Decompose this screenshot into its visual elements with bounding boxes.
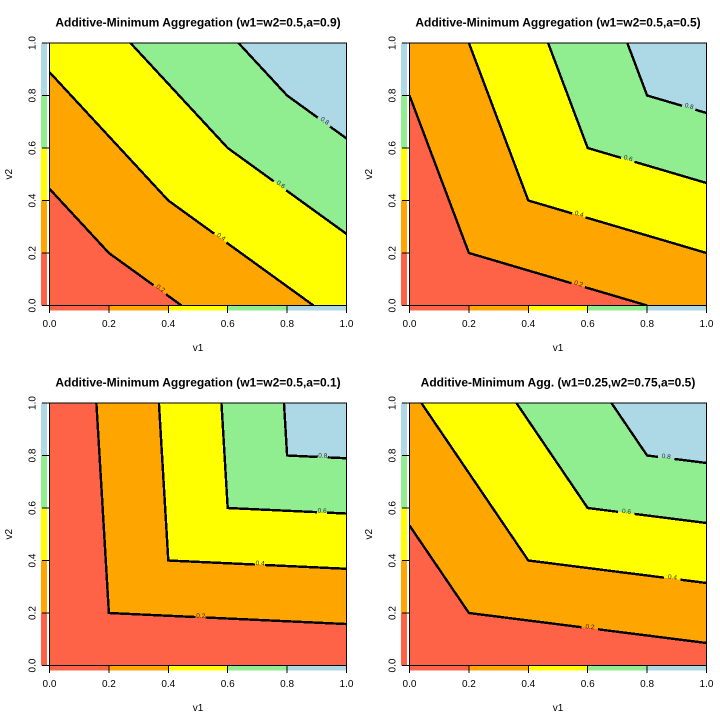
svg-text:0.4: 0.4 xyxy=(388,193,399,207)
svg-text:0.0: 0.0 xyxy=(388,298,399,312)
svg-text:v2: v2 xyxy=(364,528,375,539)
svg-text:0.6: 0.6 xyxy=(221,319,235,330)
svg-text:0.6: 0.6 xyxy=(581,679,595,690)
svg-text:v2: v2 xyxy=(4,168,15,179)
svg-text:0.4: 0.4 xyxy=(161,319,175,330)
svg-text:0.8: 0.8 xyxy=(640,319,654,330)
svg-text:0.2: 0.2 xyxy=(28,246,39,260)
svg-text:0.0: 0.0 xyxy=(403,679,417,690)
svg-text:0.6: 0.6 xyxy=(388,141,399,155)
svg-text:1.0: 1.0 xyxy=(700,679,714,690)
svg-text:1.0: 1.0 xyxy=(340,319,354,330)
svg-text:1.0: 1.0 xyxy=(28,36,39,50)
svg-text:1.0: 1.0 xyxy=(700,319,714,330)
svg-text:0.8: 0.8 xyxy=(280,319,294,330)
svg-text:0.0: 0.0 xyxy=(28,298,39,312)
svg-text:0.2: 0.2 xyxy=(155,283,167,294)
svg-text:v1: v1 xyxy=(553,703,564,714)
svg-text:0.8: 0.8 xyxy=(640,679,654,690)
svg-text:0.6: 0.6 xyxy=(388,501,399,515)
svg-text:0.8: 0.8 xyxy=(388,88,399,102)
svg-text:0.0: 0.0 xyxy=(28,658,39,672)
svg-text:0.4: 0.4 xyxy=(574,210,585,219)
svg-text:v2: v2 xyxy=(4,528,15,539)
svg-text:0.6: 0.6 xyxy=(275,180,287,191)
svg-text:0.2: 0.2 xyxy=(462,679,476,690)
svg-text:0.4: 0.4 xyxy=(521,319,535,330)
svg-text:0.0: 0.0 xyxy=(388,658,399,672)
svg-text:1.0: 1.0 xyxy=(340,679,354,690)
svg-text:0.6: 0.6 xyxy=(317,508,327,515)
svg-text:0.4: 0.4 xyxy=(255,560,265,567)
svg-text:0.4: 0.4 xyxy=(215,232,227,243)
svg-text:Additive-Minimum Aggregation (: Additive-Minimum Aggregation (w1=w2=0.5,… xyxy=(55,376,340,390)
svg-text:1.0: 1.0 xyxy=(388,36,399,50)
svg-text:v1: v1 xyxy=(193,703,204,714)
svg-text:Additive-Minimum Aggregation (: Additive-Minimum Aggregation (w1=w2=0.5,… xyxy=(415,16,700,30)
svg-text:0.2: 0.2 xyxy=(102,319,116,330)
svg-text:v1: v1 xyxy=(193,343,204,354)
svg-text:Additive-Minimum Agg. (w1=0.25: Additive-Minimum Agg. (w1=0.25,w2=0.75,a… xyxy=(421,376,696,390)
svg-text:0.8: 0.8 xyxy=(684,102,695,111)
svg-text:0.2: 0.2 xyxy=(573,280,584,289)
svg-text:0.0: 0.0 xyxy=(403,319,417,330)
svg-text:v2: v2 xyxy=(364,168,375,179)
svg-text:v1: v1 xyxy=(553,343,564,354)
svg-text:0.2: 0.2 xyxy=(388,246,399,260)
svg-text:1.0: 1.0 xyxy=(388,396,399,410)
svg-text:0.4: 0.4 xyxy=(388,553,399,567)
svg-text:0.2: 0.2 xyxy=(462,319,476,330)
svg-text:0.8: 0.8 xyxy=(280,679,294,690)
svg-text:0.6: 0.6 xyxy=(28,501,39,515)
svg-text:0.0: 0.0 xyxy=(43,679,57,690)
svg-text:0.2: 0.2 xyxy=(28,606,39,620)
svg-text:0.6: 0.6 xyxy=(581,319,595,330)
svg-text:0.4: 0.4 xyxy=(28,553,39,567)
svg-text:0.6: 0.6 xyxy=(623,154,634,163)
svg-text:0.4: 0.4 xyxy=(667,574,677,582)
svg-text:0.4: 0.4 xyxy=(521,679,535,690)
svg-text:Additive-Minimum Aggregation (: Additive-Minimum Aggregation (w1=w2=0.5,… xyxy=(55,16,340,30)
svg-text:1.0: 1.0 xyxy=(28,396,39,410)
svg-text:0.6: 0.6 xyxy=(221,679,235,690)
svg-text:0.8: 0.8 xyxy=(319,116,331,127)
svg-text:0.4: 0.4 xyxy=(161,679,175,690)
svg-text:0.6: 0.6 xyxy=(621,508,631,516)
svg-text:0.8: 0.8 xyxy=(318,452,328,459)
svg-text:0.4: 0.4 xyxy=(28,193,39,207)
svg-text:0.8: 0.8 xyxy=(28,448,39,462)
svg-text:0.0: 0.0 xyxy=(43,319,57,330)
svg-text:0.2: 0.2 xyxy=(102,679,116,690)
svg-text:0.2: 0.2 xyxy=(388,606,399,620)
svg-text:0.8: 0.8 xyxy=(661,453,671,461)
svg-text:0.8: 0.8 xyxy=(28,88,39,102)
svg-text:0.8: 0.8 xyxy=(388,448,399,462)
svg-text:0.2: 0.2 xyxy=(196,613,206,620)
svg-text:0.2: 0.2 xyxy=(585,623,595,631)
svg-text:0.6: 0.6 xyxy=(28,141,39,155)
